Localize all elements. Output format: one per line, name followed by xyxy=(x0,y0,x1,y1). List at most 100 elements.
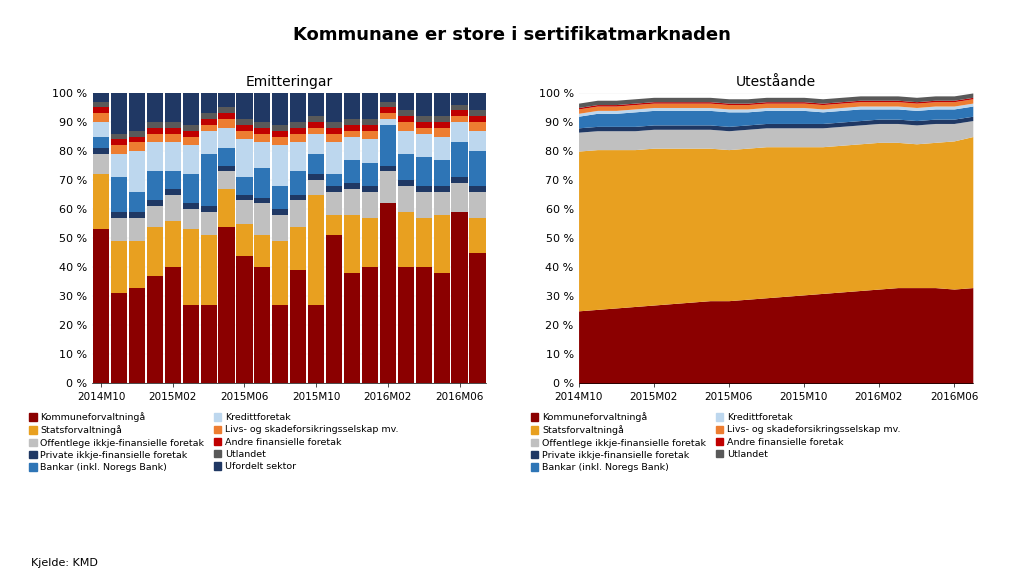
Bar xyxy=(433,186,450,192)
Bar xyxy=(380,113,396,119)
Bar xyxy=(272,215,289,241)
Bar xyxy=(326,215,342,235)
Bar xyxy=(469,192,485,218)
Bar xyxy=(182,125,199,131)
Bar xyxy=(218,166,234,171)
Bar xyxy=(93,113,110,122)
Bar xyxy=(165,134,181,142)
Bar xyxy=(272,209,289,215)
Bar xyxy=(272,137,289,145)
Bar xyxy=(397,131,414,154)
Bar xyxy=(397,116,414,122)
Bar xyxy=(416,116,432,122)
Bar xyxy=(129,151,145,192)
Bar xyxy=(272,125,289,131)
Bar xyxy=(237,131,253,139)
Bar xyxy=(361,125,378,131)
Bar xyxy=(93,154,110,174)
Legend: Kommuneforvaltningå, Statsforvaltningå, Offentlege ikkje-finansielle foretak, Pr: Kommuneforvaltningå, Statsforvaltningå, … xyxy=(527,408,904,476)
Bar xyxy=(469,186,485,192)
Bar xyxy=(111,145,127,154)
Bar xyxy=(165,189,181,195)
Bar xyxy=(129,93,145,131)
Text: Kommunane er store i sertifikatmarknaden: Kommunane er store i sertifikatmarknaden xyxy=(293,26,731,44)
Bar xyxy=(254,128,270,134)
Bar xyxy=(469,122,485,131)
Bar xyxy=(201,93,217,113)
Bar xyxy=(452,116,468,122)
Bar xyxy=(218,148,234,166)
Bar xyxy=(344,125,360,131)
Bar xyxy=(308,93,325,116)
Bar xyxy=(272,241,289,305)
Bar xyxy=(452,110,468,116)
Bar xyxy=(433,116,450,122)
Bar xyxy=(433,215,450,273)
Bar xyxy=(326,87,342,122)
Bar xyxy=(201,113,217,119)
Bar xyxy=(165,122,181,128)
Bar xyxy=(218,189,234,227)
Bar xyxy=(218,128,234,148)
Bar xyxy=(254,122,270,128)
Bar xyxy=(272,93,289,125)
Bar xyxy=(290,200,306,227)
Bar xyxy=(308,305,325,383)
Bar xyxy=(416,128,432,134)
Bar xyxy=(201,235,217,305)
Bar xyxy=(165,221,181,267)
Bar xyxy=(344,137,360,160)
Bar xyxy=(380,203,396,383)
Bar xyxy=(433,160,450,186)
Bar xyxy=(397,267,414,383)
Bar xyxy=(433,128,450,137)
Bar xyxy=(201,305,217,383)
Bar xyxy=(308,195,325,305)
Bar xyxy=(361,131,378,139)
Bar xyxy=(129,142,145,151)
Bar xyxy=(218,119,234,128)
Bar xyxy=(469,253,485,383)
Bar xyxy=(111,241,127,293)
Bar xyxy=(452,177,468,183)
Bar xyxy=(433,192,450,215)
Bar xyxy=(361,267,378,383)
Bar xyxy=(290,142,306,171)
Bar xyxy=(182,203,199,209)
Bar xyxy=(344,183,360,189)
Bar xyxy=(290,87,306,122)
Bar xyxy=(397,212,414,267)
Bar xyxy=(201,206,217,212)
Bar xyxy=(201,125,217,131)
Bar xyxy=(290,227,306,270)
Bar xyxy=(165,128,181,134)
Bar xyxy=(416,192,432,218)
Bar xyxy=(380,119,396,125)
Bar xyxy=(326,192,342,215)
Bar xyxy=(469,218,485,253)
Bar xyxy=(290,195,306,200)
Bar xyxy=(93,137,110,148)
Bar xyxy=(218,171,234,189)
Bar xyxy=(146,276,163,383)
Bar xyxy=(129,137,145,142)
Bar xyxy=(182,174,199,203)
Bar xyxy=(254,235,270,267)
Bar xyxy=(397,87,414,110)
Bar xyxy=(129,288,145,383)
Bar xyxy=(452,212,468,383)
Bar xyxy=(326,142,342,174)
Bar xyxy=(380,102,396,107)
Bar xyxy=(452,90,468,105)
Bar xyxy=(182,145,199,174)
Bar xyxy=(452,183,468,212)
Bar xyxy=(93,122,110,137)
Bar xyxy=(165,142,181,171)
Bar xyxy=(254,142,270,168)
Bar xyxy=(146,142,163,171)
Bar xyxy=(272,305,289,383)
Bar xyxy=(129,192,145,212)
Bar xyxy=(254,198,270,203)
Bar xyxy=(146,122,163,128)
Bar xyxy=(397,154,414,180)
